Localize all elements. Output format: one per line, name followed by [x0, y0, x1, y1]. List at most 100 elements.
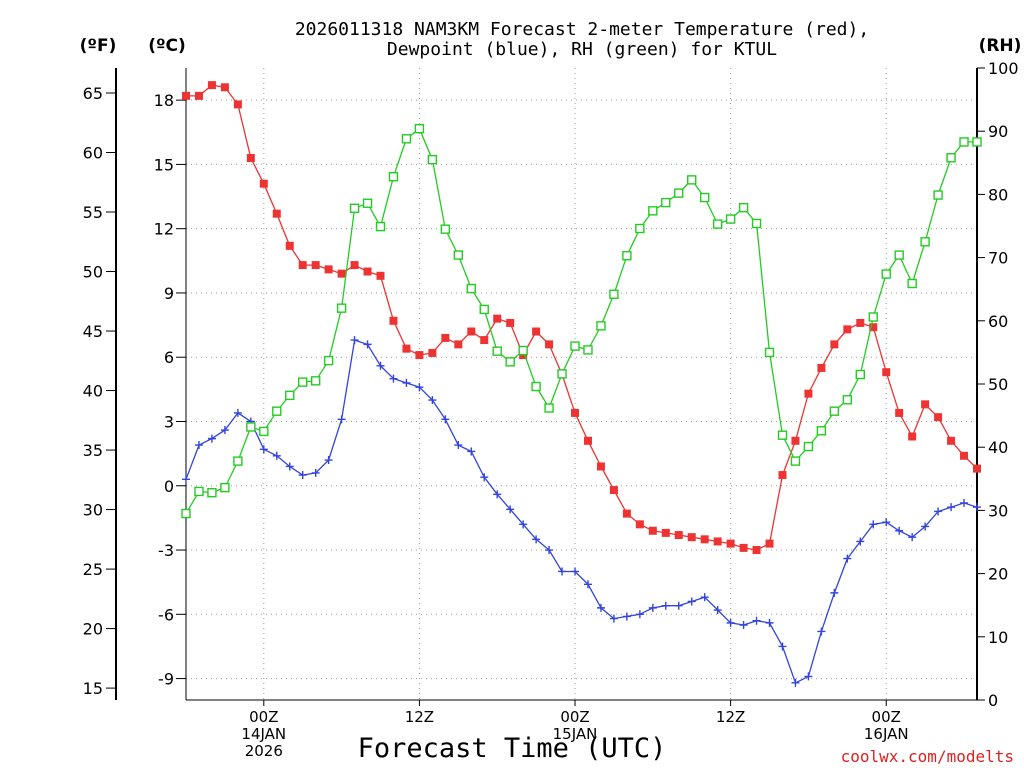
dewpoint-point — [869, 520, 878, 529]
rh-point — [972, 137, 982, 147]
dewpoint-point — [415, 383, 424, 392]
dewpoint-point — [713, 606, 722, 615]
rh-point — [712, 219, 723, 229]
dewpoint-point — [298, 471, 307, 480]
2-meter-temperature-point — [921, 400, 930, 409]
rh-point — [272, 406, 282, 416]
2-meter-temperature-point — [480, 336, 489, 345]
dewpoint-point — [622, 612, 631, 621]
dewpoint-point — [467, 447, 476, 456]
x-tick-label: 2026 — [245, 742, 283, 760]
celsius-tick-label: -9 — [158, 670, 174, 689]
dewpoint-point — [895, 526, 904, 535]
dewpoint-point — [596, 603, 605, 612]
x-tick-label: 15JAN — [553, 725, 598, 743]
fahrenheit-tick-label: 45 — [83, 322, 103, 341]
2-meter-temperature-point — [739, 543, 748, 552]
2-meter-temperature-point — [726, 539, 735, 548]
dewpoint-point — [571, 567, 580, 576]
fahrenheit-tick-label: 30 — [83, 501, 103, 520]
2-meter-temperature-point — [635, 520, 644, 529]
2-meter-temperature-point — [402, 344, 411, 353]
celsius-tick-label: -3 — [158, 541, 174, 560]
dewpoint-series — [182, 336, 981, 687]
celsius-tick-label: 0 — [164, 477, 174, 496]
celsius-tick-label: 6 — [164, 348, 174, 367]
dewpoint-point — [765, 618, 774, 627]
rh-point — [518, 345, 528, 356]
rh-tick-label: 50 — [988, 375, 1008, 394]
dewpoint-point — [194, 441, 203, 450]
dewpoint-point — [350, 336, 359, 345]
rh-point — [842, 395, 853, 405]
rh-point — [622, 251, 632, 261]
2-meter-temperature-point — [791, 436, 800, 445]
x-tick-label: 00Z — [249, 708, 278, 726]
rh-tick-label: 70 — [988, 249, 1008, 268]
rh-point — [907, 278, 917, 289]
credit-text: coolwx.com/modelts — [841, 747, 1014, 766]
dewpoint-point — [843, 554, 852, 563]
dewpoint-point — [739, 621, 748, 630]
celsius-tick-label: 15 — [154, 155, 174, 174]
fahrenheit-tick-label: 60 — [83, 144, 103, 163]
x-tick-label: 12Z — [716, 708, 745, 726]
celsius-tick-label: 18 — [154, 91, 174, 110]
rh-tick-label: 100 — [988, 59, 1019, 78]
celsius-tick-label: 3 — [164, 412, 174, 431]
2-meter-temperature-point — [545, 340, 554, 349]
rh-point — [946, 153, 956, 163]
2-meter-temperature-point — [765, 539, 774, 548]
dewpoint-point — [207, 434, 216, 443]
rh-point — [881, 269, 891, 279]
dewpoint-point — [804, 672, 813, 681]
x-tick-label: 00Z — [560, 708, 589, 726]
2-meter-temperature-point — [674, 531, 683, 540]
dewpoint-point — [402, 378, 411, 387]
dewpoint-point — [934, 507, 943, 516]
dewpoint-point — [609, 614, 618, 623]
2-meter-temperature-point — [272, 209, 281, 218]
celsius-tick-label: -6 — [158, 605, 174, 624]
2-meter-temperature-point — [441, 333, 450, 342]
2-meter-temperature-point — [661, 528, 670, 537]
dewpoint-point — [545, 546, 554, 555]
2-meter-temperature-point — [428, 348, 437, 357]
rh-point — [505, 357, 515, 367]
fahrenheit-tick-label: 50 — [83, 263, 103, 282]
rh-point — [298, 377, 308, 387]
rh-tick-label: 60 — [988, 312, 1008, 331]
rh-point — [570, 341, 580, 351]
fahrenheit-tick-label: 55 — [83, 203, 103, 222]
x-tick-label: 12Z — [405, 708, 434, 726]
2-meter-temperature-point — [337, 269, 346, 278]
rh-point — [285, 390, 295, 401]
dewpoint-point — [921, 522, 930, 531]
rh-point — [583, 345, 593, 355]
dewpoint-point — [661, 601, 670, 610]
rh-tick-label: 80 — [988, 185, 1008, 204]
2-meter-temperature-point — [843, 325, 852, 334]
x-tick-label: 14JAN — [241, 725, 286, 743]
rh-point — [246, 422, 256, 432]
rh-point — [648, 206, 658, 216]
2-meter-temperature-point — [583, 436, 592, 445]
series-layer — [181, 81, 982, 687]
2-meter-temperature-point — [908, 432, 917, 441]
rh-tick-label: 20 — [988, 565, 1008, 584]
2-meter-temperature-point — [415, 351, 424, 360]
rh-point — [959, 137, 969, 147]
rh-point — [310, 376, 321, 386]
2-meter-temperature-point — [298, 261, 307, 270]
rh-tick-label: 90 — [988, 122, 1008, 141]
2-meter-temperature-point — [713, 537, 722, 546]
2-meter-temperature-point — [830, 340, 839, 349]
rh-point — [194, 486, 204, 497]
dewpoint-point — [908, 533, 917, 542]
2-meter-temperature-point — [220, 83, 229, 92]
dewpoint-point — [973, 503, 981, 512]
2-meter-temperature-point — [622, 509, 631, 518]
dewpoint-point — [376, 361, 385, 370]
